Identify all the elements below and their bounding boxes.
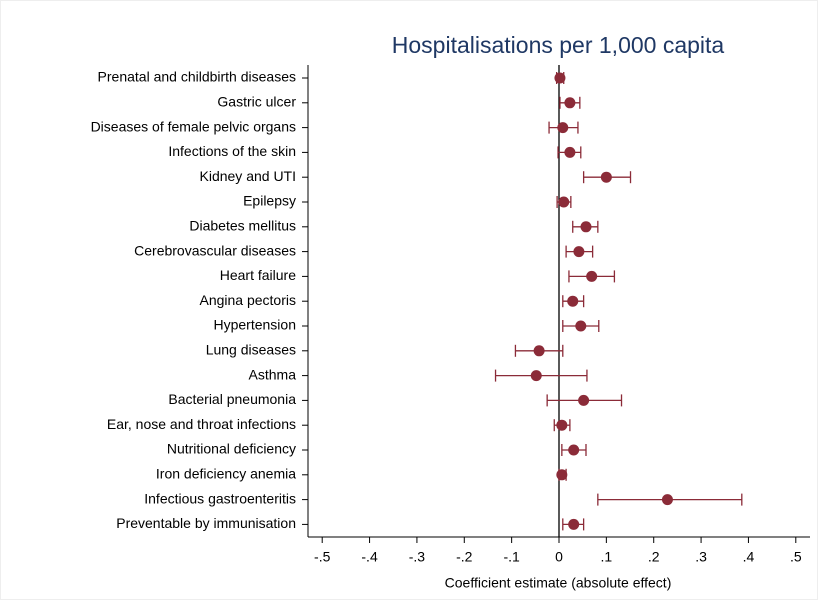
x-tick-label: .3 [695, 549, 707, 565]
point-estimate [580, 221, 592, 233]
x-tick-label: -.1 [503, 549, 520, 565]
y-tick-label: Epilepsy [243, 193, 296, 209]
y-tick-label: Asthma [249, 366, 297, 382]
y-tick-label: Hypertension [214, 317, 297, 333]
x-tick-label: -.3 [409, 549, 426, 565]
point-estimate [557, 122, 569, 134]
y-tick-label: Angina pectoris [199, 292, 296, 308]
point-estimate [556, 469, 568, 481]
point-estimate [530, 370, 542, 382]
y-tick-label: Lung diseases [206, 342, 296, 358]
point-estimate [556, 419, 568, 431]
x-tick-label: .4 [743, 549, 755, 565]
x-axis-title: Coefficient estimate (absolute effect) [445, 575, 672, 591]
y-tick-label: Cerebrovascular diseases [134, 242, 296, 258]
point-estimate [600, 171, 612, 183]
y-tick-label: Bacterial pneumonia [168, 391, 296, 407]
point-estimate [568, 518, 580, 530]
point-estimate [554, 72, 566, 84]
y-tick-label: Heart failure [220, 267, 296, 283]
point-estimate [568, 444, 580, 456]
point-estimate [564, 146, 576, 158]
x-tick-label: -.5 [314, 549, 331, 565]
x-tick-label: -.2 [456, 549, 473, 565]
y-tick-label: Diseases of female pelvic organs [91, 118, 296, 134]
y-tick-label: Infections of the skin [168, 143, 296, 159]
point-estimate [558, 196, 570, 208]
x-tick-label: .2 [648, 549, 660, 565]
point-estimate [661, 494, 673, 506]
y-tick-label: Diabetes mellitus [189, 218, 296, 234]
point-estimate [533, 345, 545, 357]
y-tick-label: Nutritional deficiency [167, 441, 296, 457]
point-estimate [573, 246, 585, 258]
point-estimate [567, 295, 579, 307]
x-tick-label: .5 [790, 549, 802, 565]
y-tick-label: Ear, nose and throat infections [107, 416, 296, 432]
point-estimate [578, 394, 590, 406]
x-tick-label: .1 [601, 549, 613, 565]
y-tick-label: Prenatal and childbirth diseases [98, 69, 296, 85]
y-tick-label: Kidney and UTI [200, 168, 297, 184]
point-estimate [586, 270, 598, 282]
x-tick-label: -.4 [361, 549, 378, 565]
y-tick-label: Preventable by immunisation [116, 515, 296, 531]
y-tick-label: Gastric ulcer [217, 94, 296, 110]
point-estimate [564, 97, 576, 109]
y-tick-label: Iron deficiency anemia [156, 466, 296, 482]
y-tick-label: Infectious gastroenteritis [144, 490, 296, 506]
x-tick-label: 0 [555, 549, 563, 565]
point-estimate [575, 320, 587, 332]
chart-title: Hospitalisations per 1,000 capita [392, 32, 725, 58]
